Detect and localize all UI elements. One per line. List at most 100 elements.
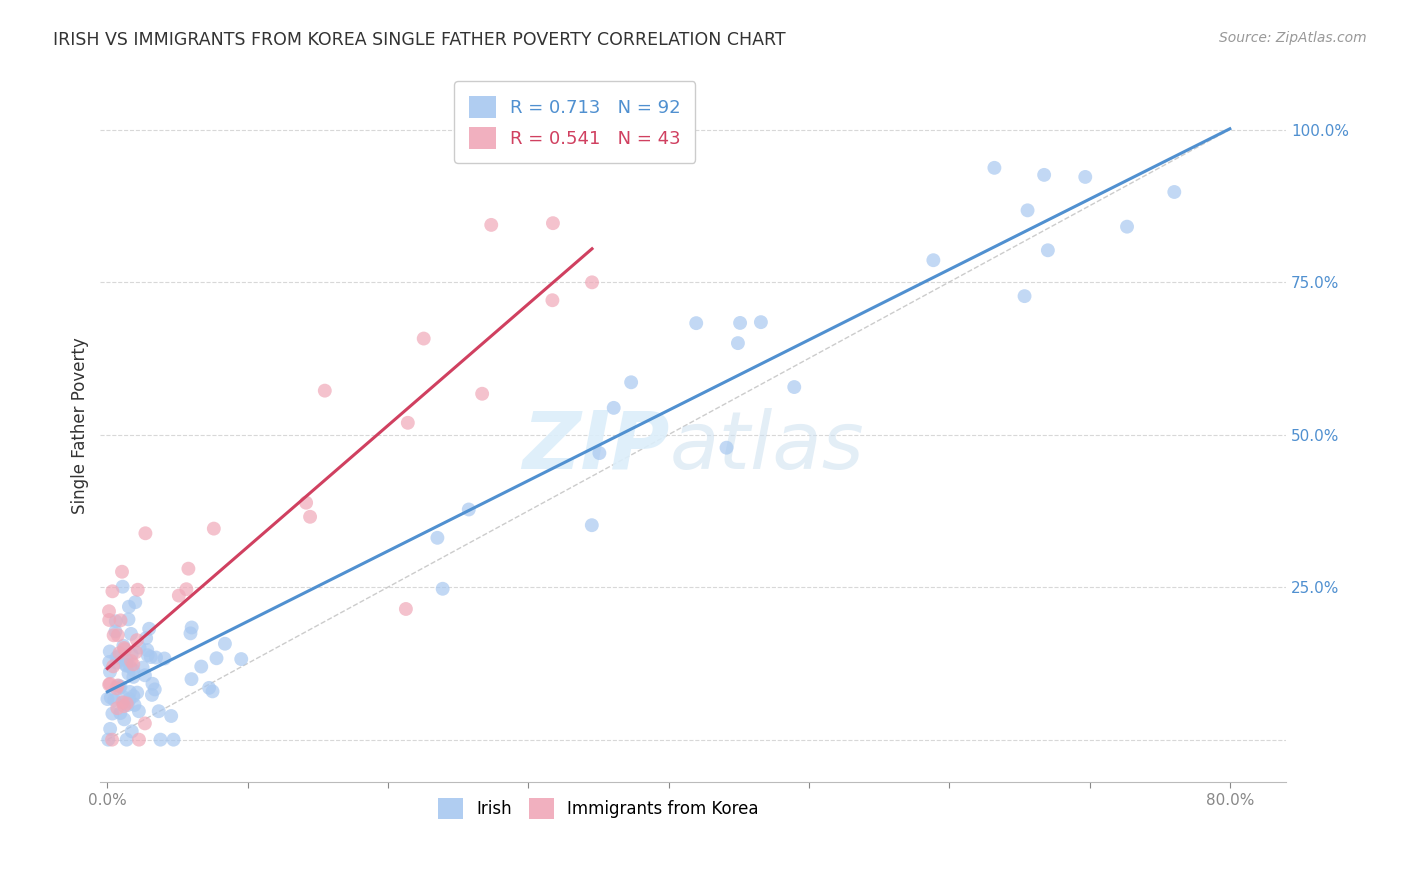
Point [728, 316, 751, 330]
Point [98, 677, 121, 691]
Point [118, 685, 141, 699]
Point [139, 650, 162, 665]
Point [134, 526, 156, 541]
Point [112, 696, 135, 710]
Point [118, 599, 141, 614]
Point [114, 642, 136, 657]
Point [107, 628, 129, 642]
Y-axis label: Single Father Poverty: Single Father Poverty [72, 337, 89, 514]
Point [105, 701, 128, 715]
Point [145, 650, 167, 665]
Point [112, 690, 135, 705]
Point [122, 689, 145, 703]
Point [96, 692, 118, 706]
Text: atlas: atlas [669, 408, 865, 486]
Point [149, 732, 172, 747]
Point [205, 651, 228, 665]
Point [201, 684, 224, 698]
Point [98, 604, 121, 618]
Point [983, 161, 1005, 175]
Point [107, 679, 129, 693]
Point [143, 682, 166, 697]
Point [115, 697, 138, 711]
Point [716, 441, 738, 455]
Point [112, 640, 135, 655]
Point [121, 724, 143, 739]
Point [117, 612, 139, 626]
Point [111, 580, 134, 594]
Point [202, 522, 225, 536]
Point [180, 620, 202, 634]
Point [120, 654, 142, 668]
Point [160, 709, 183, 723]
Point [295, 496, 318, 510]
Point [110, 706, 132, 720]
Point [98, 665, 121, 679]
Point [115, 658, 138, 673]
Point [122, 663, 145, 677]
Point [112, 699, 135, 714]
Point [98, 722, 121, 736]
Point [110, 680, 132, 694]
Point [136, 643, 159, 657]
Point [101, 706, 124, 721]
Point [1036, 244, 1059, 258]
Point [112, 639, 135, 653]
Point [120, 659, 142, 673]
Point [127, 582, 149, 597]
Point [127, 685, 149, 699]
Point [314, 384, 336, 398]
Text: ZIP: ZIP [522, 408, 669, 486]
Point [98, 655, 121, 669]
Point [620, 376, 643, 390]
Point [432, 582, 454, 596]
Point [457, 502, 479, 516]
Point [110, 613, 132, 627]
Text: IRISH VS IMMIGRANTS FROM KOREA SINGLE FATHER POVERTY CORRELATION CHART: IRISH VS IMMIGRANTS FROM KOREA SINGLE FA… [53, 31, 786, 49]
Point [231, 652, 253, 666]
Point [98, 644, 121, 658]
Point [162, 732, 184, 747]
Point [1074, 169, 1097, 184]
Point [128, 704, 150, 718]
Point [1116, 219, 1139, 234]
Point [124, 698, 146, 712]
Point [115, 732, 138, 747]
Point [176, 582, 198, 597]
Point [111, 695, 134, 709]
Point [922, 253, 945, 268]
Point [107, 649, 129, 664]
Point [125, 645, 148, 659]
Point [299, 509, 322, 524]
Point [214, 637, 236, 651]
Point [135, 631, 157, 645]
Point [121, 648, 143, 662]
Point [471, 386, 494, 401]
Point [153, 651, 176, 665]
Point [128, 732, 150, 747]
Point [108, 646, 131, 660]
Point [541, 293, 564, 308]
Point [105, 681, 128, 696]
Point [685, 316, 707, 330]
Point [1163, 185, 1185, 199]
Point [148, 704, 170, 718]
Text: Source: ZipAtlas.com: Source: ZipAtlas.com [1219, 31, 1367, 45]
Point [602, 401, 624, 415]
Point [104, 615, 127, 629]
Point [1033, 168, 1056, 182]
Point [98, 677, 121, 691]
Point [783, 380, 806, 394]
Point [101, 584, 124, 599]
Point [177, 562, 200, 576]
Point [138, 622, 160, 636]
Point [134, 716, 156, 731]
Point [115, 653, 138, 667]
Point [588, 446, 610, 460]
Point [111, 565, 134, 579]
Point [134, 668, 156, 682]
Point [103, 628, 125, 642]
Point [541, 216, 564, 230]
Point [395, 602, 418, 616]
Point [104, 624, 127, 639]
